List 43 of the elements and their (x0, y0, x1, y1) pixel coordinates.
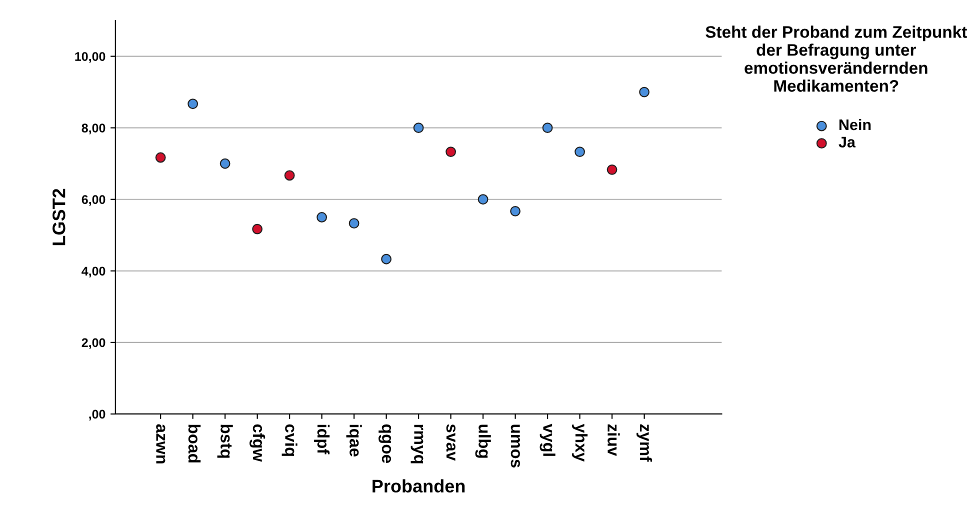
x-tick-label: ulbg (475, 424, 491, 458)
y-tick-label: 2,00 (82, 338, 106, 349)
x-axis-title: Probanden (372, 479, 465, 493)
y-axis-title: LGST2 (52, 188, 66, 246)
point (446, 146, 456, 158)
point (639, 86, 650, 98)
point (606, 164, 618, 175)
y-tick-label: 10,00 (75, 52, 106, 63)
y-tick-label: 4,00 (82, 266, 106, 278)
x-tick-label: qgoe (378, 424, 392, 463)
point (510, 206, 521, 216)
x-tick-label: zymf (636, 424, 652, 462)
y-tick-label: 8,00 (82, 124, 106, 134)
point (155, 152, 166, 163)
point (574, 146, 586, 158)
point (478, 194, 488, 205)
point (542, 122, 553, 134)
x-tick-label: cviq (282, 424, 298, 456)
y-tick-label: 6,00 (82, 195, 106, 206)
x-tick-label: bstq (217, 424, 233, 458)
x-tick-label: iqae (346, 424, 362, 456)
point (284, 170, 295, 181)
legend-title: Steht der Proband zum Zeitpunkt der Befragung unter emotionsverändernden Medikamenten? (706, 26, 967, 92)
x-tick-label: umos (510, 424, 520, 468)
x-tick-label: vygl (540, 424, 556, 456)
legend-label: Nein (839, 118, 871, 130)
x-tick-label: boad (188, 424, 201, 462)
point (252, 224, 263, 234)
x-tick-label: rmyq (410, 424, 424, 464)
legend-label: Ja (838, 136, 856, 148)
point (381, 254, 392, 264)
x-tick-label: ziuv (608, 424, 620, 456)
point (188, 98, 198, 110)
point (413, 122, 424, 134)
point (220, 158, 230, 169)
point (348, 218, 360, 229)
x-tick-label: idpf (314, 424, 330, 454)
x-tick-label: svav (446, 424, 456, 461)
x-tick-label: yhxy (572, 424, 588, 462)
x-tick-label: azwn (156, 424, 166, 464)
point (316, 212, 328, 222)
y-tick-label: ,00 (89, 410, 106, 420)
x-tick-label: cfgw (250, 424, 266, 462)
